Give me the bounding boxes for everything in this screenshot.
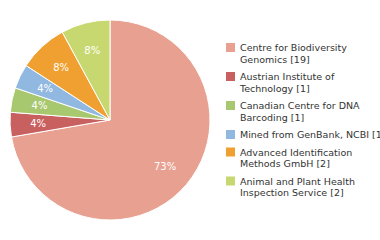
legend-label: Canadian Centre for DNABarcoding [1] xyxy=(240,100,360,123)
legend-label: Advanced IdentificationMethods GmbH [2] xyxy=(240,147,352,170)
legend-label-line: Technology [1] xyxy=(239,83,310,94)
legend-label-line: Inspection Service [2] xyxy=(240,187,344,198)
legend-entry: Centre for BiodiversityGenomics [19] xyxy=(226,42,347,65)
legend-label-line: Canadian Centre for DNA xyxy=(240,100,360,111)
legend-swatch xyxy=(226,72,235,81)
legend-swatch xyxy=(226,101,235,110)
legend-swatch xyxy=(226,148,235,157)
legend-label-line: Mined from GenBank, NCBI [1] xyxy=(240,129,380,140)
legend-entry: Animal and Plant HealthInspection Servic… xyxy=(226,176,355,199)
data-label: 8% xyxy=(84,45,100,56)
chart: 73%4%4%4%8%8%Centre for BiodiversityGeno… xyxy=(0,0,380,240)
data-label: 4% xyxy=(32,100,48,111)
legend-label-line: Advanced Identification xyxy=(240,147,352,158)
legend-label: Austrian Institute ofTechnology [1] xyxy=(239,71,335,94)
pie-slice xyxy=(62,20,110,120)
pie-slice xyxy=(11,20,210,220)
legend-swatch xyxy=(226,43,235,52)
legend-entry: Canadian Centre for DNABarcoding [1] xyxy=(226,100,360,123)
legend-swatch xyxy=(226,130,235,139)
legend-label: Mined from GenBank, NCBI [1] xyxy=(240,129,380,140)
legend-label-line: Genomics [19] xyxy=(240,54,310,65)
legend-label-line: Centre for Biodiversity xyxy=(240,42,347,53)
data-label: 73% xyxy=(154,161,176,172)
data-label: 4% xyxy=(30,118,46,129)
legend-swatch xyxy=(226,177,235,186)
data-labels: 73%4%4%4%8%8% xyxy=(30,45,176,172)
pie xyxy=(10,20,210,220)
data-label: 4% xyxy=(37,83,53,94)
legend: Centre for BiodiversityGenomics [19] Aust… xyxy=(226,42,380,198)
legend-label-line: Methods GmbH [2] xyxy=(240,158,330,169)
legend-label-line: Austrian Institute of xyxy=(240,71,335,82)
legend-entry: Advanced IdentificationMethods GmbH [2] xyxy=(226,147,352,170)
legend-entry: Austrian Institute ofTechnology [1] xyxy=(226,71,335,94)
legend-label-line: Barcoding [1] xyxy=(240,112,304,123)
legend-entry: Mined from GenBank, NCBI [1] xyxy=(226,129,380,140)
legend-label-line: Animal and Plant Health xyxy=(240,176,355,187)
legend-label: Animal and Plant HealthInspection Servic… xyxy=(240,176,355,199)
legend-label: Centre for BiodiversityGenomics [19] xyxy=(240,42,347,65)
data-label: 8% xyxy=(53,62,69,73)
